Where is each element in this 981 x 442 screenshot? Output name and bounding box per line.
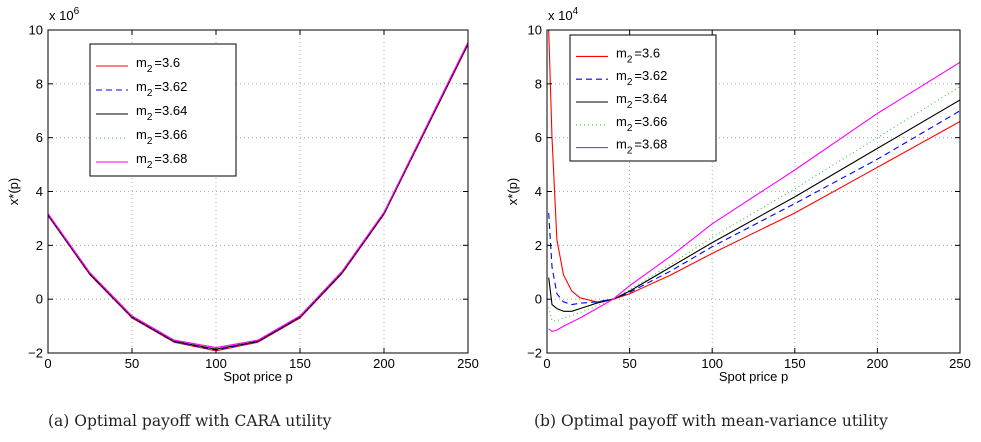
x-tick-label: 0 [44,356,51,371]
y-axis-label: x*(p) [505,178,520,205]
x-tick-label: 200 [373,356,395,371]
y-axis-label: x*(p) [6,178,21,205]
legend-label: m2 =3.64 [616,91,667,111]
legend-box [89,43,237,177]
x-tick-label: 250 [457,356,479,371]
y-tick-label: 4 [36,184,43,199]
x-tick-label: 0 [543,356,550,371]
legend-label: m2 =3.62 [616,68,667,88]
legend-label: m2 =3.66 [616,114,667,134]
legend-label: m2 =3.6 [616,45,660,65]
series-line-5 [48,41,468,349]
y-tick-label: −2 [28,346,43,361]
x-axis-label: Spot price p [719,369,788,384]
legend-label: m2 =3.62 [136,79,187,99]
y-tick-label: 2 [535,238,542,253]
legend: m2 =3.6 m2 =3.62 m2 =3.64 m2 =3.66 m2 =3.68 [89,43,237,177]
x-tick-label: 150 [289,356,311,371]
legend-label: m2 =3.66 [136,127,187,147]
legend: m2 =3.6 m2 =3.62 m2 =3.64 m2 =3.66 m2 =3.68 [569,34,717,162]
series-line-5 [548,61,960,333]
x-tick-label: 50 [622,356,636,371]
x-tick-label: 150 [784,356,806,371]
legend-label: m2 =3.64 [136,103,187,123]
y-tick-label: 6 [535,130,542,145]
x-tick-label: 250 [949,356,971,371]
legend-label: m2 =3.68 [616,137,667,157]
series-line-3 [548,99,960,312]
y-tick-label: 4 [535,184,542,199]
y-tick-label: 0 [36,292,43,307]
x-tick-label: 100 [205,356,227,371]
y-tick-label: −2 [527,346,542,361]
x-tick-label: 50 [125,356,139,371]
x-axis-label: Spot price p [223,369,292,384]
y-tick-label: 10 [29,23,43,38]
y-tick-label: 8 [36,76,43,91]
y-tick-label: 0 [535,292,542,307]
figure-caption: (a) Optimal payoff with CARA utility [48,412,332,430]
y-tick-label: 6 [36,130,43,145]
series-line-2 [548,110,960,306]
y-multiplier-label: x 104 [548,6,579,23]
legend-label: m2 =3.68 [136,151,187,171]
x-tick-label: 200 [867,356,889,371]
x-tick-label: 100 [701,356,723,371]
figure-caption: (b) Optimal payoff with mean-variance ut… [534,412,888,430]
legend-label: m2 =3.6 [136,55,180,75]
y-tick-label: 2 [36,238,43,253]
y-tick-label: 8 [535,76,542,91]
y-multiplier-label: x 106 [49,6,80,23]
y-tick-label: 10 [528,23,542,38]
